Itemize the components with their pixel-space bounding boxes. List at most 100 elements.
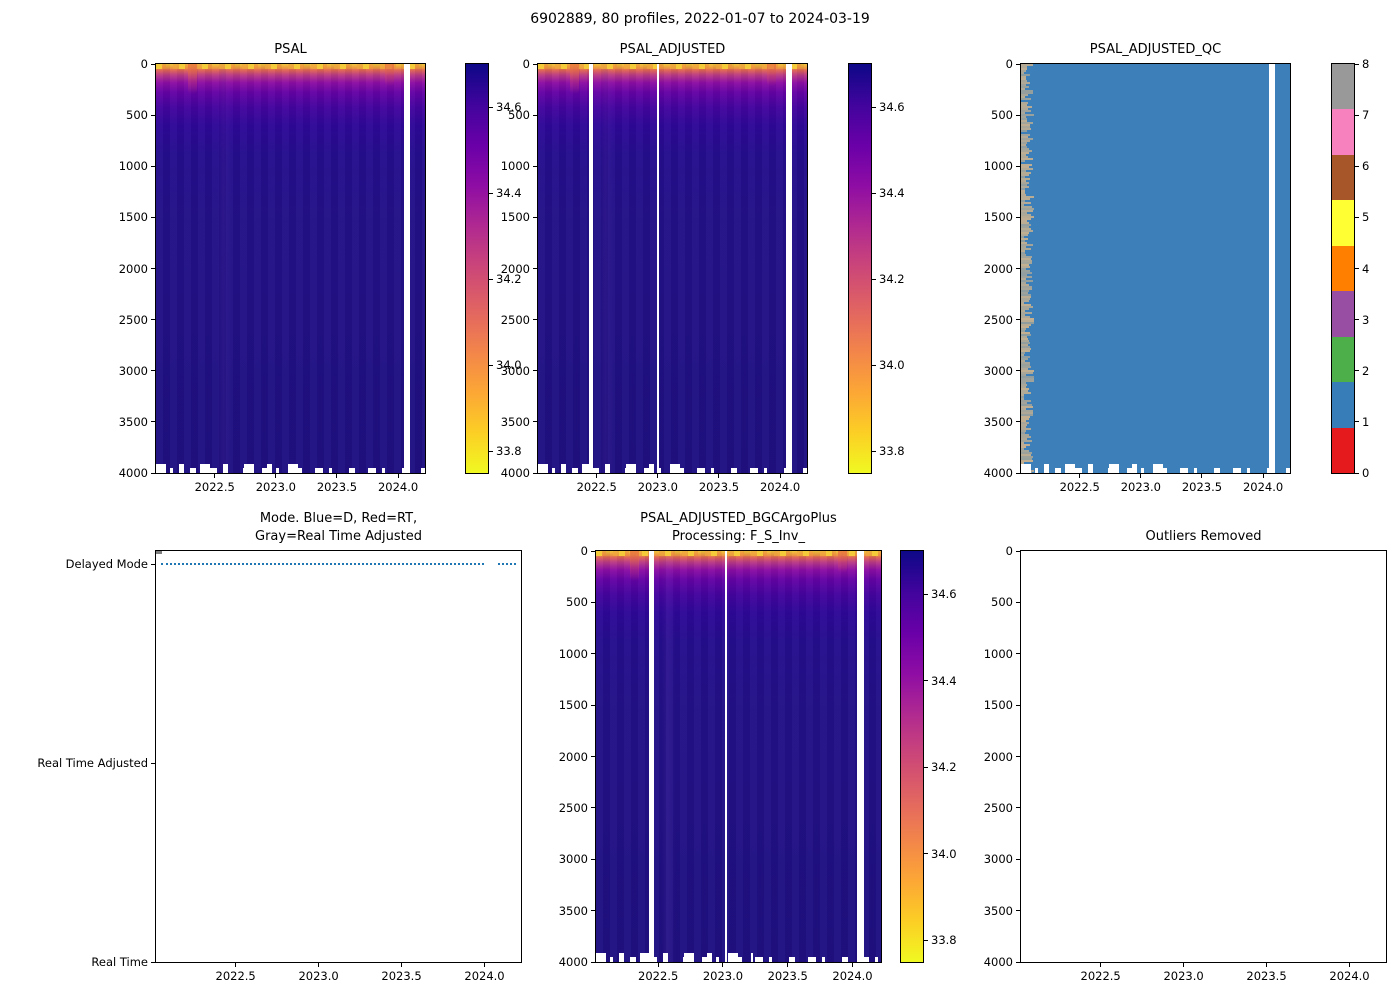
qc-speckle (1021, 88, 1025, 90)
heatmap-texture (538, 64, 807, 473)
y-tick (1016, 704, 1020, 706)
y-tick (533, 63, 537, 65)
y-tick (1016, 165, 1020, 167)
qc-speckle (1021, 148, 1029, 150)
profile-gap (649, 551, 655, 962)
title-line: Mode. Blue=D, Red=RT, (259, 511, 418, 526)
qc-speckle (1021, 248, 1032, 250)
colorbar-tick-label: 33.8 (931, 933, 957, 948)
y-tick-label: 2000 (983, 261, 1013, 276)
qc-speckle (1021, 210, 1034, 212)
qc-speckle (1021, 256, 1033, 258)
qc-speckle (1021, 144, 1026, 146)
qc-speckle (1021, 438, 1027, 440)
qc-speckle (1021, 70, 1026, 72)
qc-speckle (1021, 92, 1034, 94)
colorbar-tick-label: 34.2 (879, 272, 905, 287)
surface-plume (188, 64, 198, 94)
qc-speckle (1021, 102, 1029, 104)
colorbar-tick (1355, 319, 1359, 321)
y-tick-label: 3000 (118, 363, 148, 378)
colorbar-tick-label: 34.6 (931, 587, 957, 602)
colorbar-tick-label: 33.8 (879, 444, 905, 459)
colorbar-segment (1332, 382, 1354, 428)
colorbar-tick (872, 192, 876, 194)
y-tick (151, 762, 155, 764)
colorbar-tick-label: 7 (1362, 108, 1370, 123)
y-tick (1016, 268, 1020, 269)
colorbar-segment (1332, 336, 1354, 383)
x-tick-label: 2022.5 (194, 480, 235, 494)
colorbar-psal: 34.6 34.4 34.2 34.0 33.8 (465, 63, 522, 474)
qc-speckle (1021, 376, 1034, 378)
qc-speckle (1021, 200, 1025, 202)
colorbar-segment (1332, 427, 1354, 473)
title-line: Outliers Removed (1145, 529, 1262, 544)
qc-speckle (1021, 296, 1031, 298)
colorbar-tick-label: 34.6 (496, 100, 522, 115)
y-tick-label: 2500 (558, 800, 588, 815)
surface-band (538, 64, 807, 69)
qc-speckle (1021, 398, 1025, 400)
y-tick-label: 0 (1005, 57, 1013, 71)
x-tick-label: 2023.0 (1163, 969, 1204, 983)
colorbar-tick (1355, 421, 1359, 423)
qc-speckle (1021, 328, 1026, 330)
qc-speckle (1021, 270, 1030, 272)
mode-point (156, 551, 162, 554)
y-tick-label: 1000 (118, 159, 148, 174)
heatmap-field (596, 551, 881, 962)
qc-speckle (1021, 126, 1030, 128)
qc-speckle (1021, 308, 1029, 310)
qc-speckle (1021, 120, 1028, 122)
x-tick (657, 963, 659, 967)
heatmap-texture (156, 64, 425, 473)
title-psal: PSAL (96, 41, 485, 59)
qc-speckle (1021, 388, 1030, 390)
x-tick-label: 2023.5 (1181, 480, 1223, 494)
qc-speckle (1021, 188, 1026, 190)
qc-speckle (1021, 110, 1031, 112)
qc-speckle (1021, 316, 1030, 318)
colorbar-tick-label: 5 (1362, 210, 1370, 225)
colorbar-tick-label: 34.4 (496, 186, 522, 201)
qc-speckle (1021, 202, 1031, 204)
heatmap-field (156, 64, 425, 473)
qc-speckle (1021, 396, 1025, 398)
qc-speckle (1021, 434, 1030, 436)
y-tick (591, 550, 595, 552)
qc-speckle (1021, 380, 1034, 382)
y-tick (533, 472, 537, 474)
qc-speckle (1021, 324, 1031, 326)
colorbar-tick-label: 3 (1362, 312, 1370, 327)
qc-speckle (1021, 400, 1032, 402)
qc-speckle (1021, 186, 1030, 188)
qc-speckle (1021, 168, 1034, 170)
y-tick (1016, 961, 1020, 963)
colorbar-tick (489, 364, 493, 366)
qc-speckle (1021, 174, 1029, 176)
qc-speckle (1021, 224, 1031, 226)
x-tick (722, 963, 724, 967)
y-tick (591, 858, 595, 860)
qc-speckle (1021, 412, 1033, 414)
qc-speckle (1021, 278, 1026, 280)
colorbar-tick (924, 593, 928, 595)
y-tick-label: 2500 (118, 312, 148, 327)
axes-psal_adjusted: PSAL_ADJUSTED 2022.5 2023.0 2023.5 2024.0 0 50… (501, 42, 808, 494)
x-tick (596, 474, 598, 478)
y-tick-label: 1000 (558, 646, 588, 661)
surface-plume (384, 64, 394, 86)
qc-speckle (1021, 422, 1030, 424)
axes-psal_adjusted_bgc: PSAL_ADJUSTED_BGCArgoPlus Processing: F_S… (559, 511, 882, 983)
colorbar-tick (872, 450, 876, 452)
y-tick-label: 3500 (983, 903, 1013, 918)
qc-speckle (1021, 216, 1034, 218)
qc-speckle (1021, 362, 1030, 364)
qc-speckle (1021, 452, 1032, 454)
y-tick-label: 3000 (983, 363, 1013, 378)
colorbar-psal_adjusted: 34.6 34.4 34.2 34.0 33.8 (848, 63, 905, 474)
title-line: Gray=Real Time Adjusted (255, 529, 422, 544)
qc-speckle (1021, 232, 1029, 234)
qc-speckle (1021, 134, 1030, 136)
